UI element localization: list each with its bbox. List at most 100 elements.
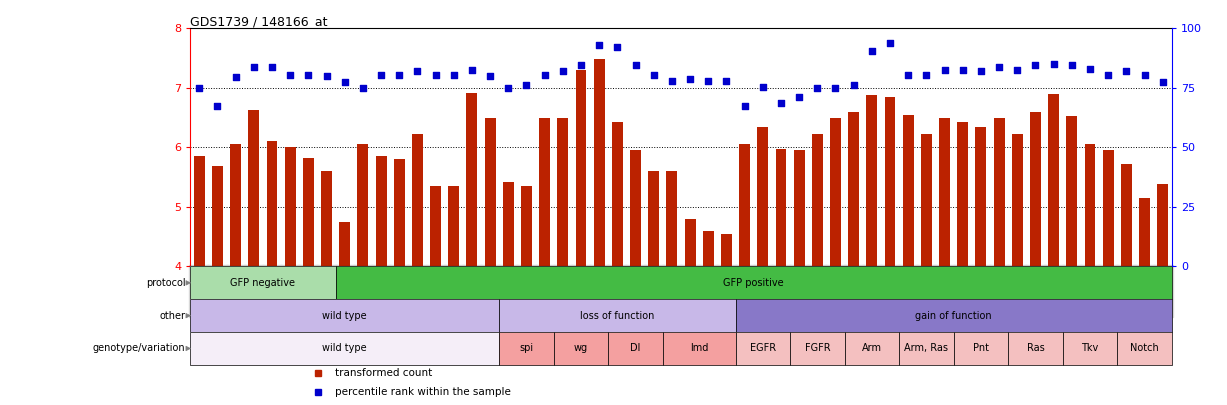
Bar <box>631 150 640 266</box>
Text: Dl: Dl <box>631 343 640 354</box>
Point <box>226 74 245 81</box>
Text: percentile rank within the sample: percentile rank within the sample <box>335 386 512 396</box>
Text: loss of function: loss of function <box>580 311 654 321</box>
Point <box>971 68 990 75</box>
Bar <box>885 97 896 266</box>
Bar <box>194 156 205 266</box>
Bar <box>648 171 659 266</box>
Point <box>463 67 482 73</box>
Bar <box>666 171 677 266</box>
Point <box>317 73 336 79</box>
Text: Ras: Ras <box>1027 343 1044 354</box>
Point <box>680 76 699 82</box>
Point <box>407 68 427 75</box>
Point <box>698 77 718 84</box>
Point <box>880 40 899 47</box>
Point <box>953 67 973 73</box>
Bar <box>1066 117 1077 266</box>
Bar <box>575 70 587 266</box>
Bar <box>539 117 550 266</box>
Bar <box>829 117 840 266</box>
Point <box>535 72 555 78</box>
Bar <box>594 59 605 266</box>
Bar <box>663 332 735 365</box>
Bar <box>394 159 405 266</box>
Bar <box>285 147 296 266</box>
Bar <box>994 117 1005 266</box>
Point <box>280 72 299 78</box>
Bar <box>466 93 477 266</box>
Point <box>771 100 790 106</box>
Bar <box>190 266 336 299</box>
Bar <box>1139 198 1150 266</box>
Bar <box>899 332 953 365</box>
Bar <box>812 134 823 266</box>
Bar <box>757 127 768 266</box>
Point <box>898 72 918 78</box>
Point <box>589 42 609 48</box>
Bar <box>521 186 533 266</box>
Bar <box>957 122 968 266</box>
Point <box>1117 68 1136 75</box>
Text: wg: wg <box>574 343 588 354</box>
Bar <box>609 332 663 365</box>
Bar <box>866 95 877 266</box>
Bar <box>1157 184 1168 266</box>
Text: spi: spi <box>519 343 534 354</box>
Point <box>353 85 373 91</box>
Point <box>753 83 773 90</box>
Point <box>389 72 409 78</box>
Bar <box>612 122 623 266</box>
Point <box>1153 79 1173 85</box>
Point <box>1135 72 1155 78</box>
Bar <box>1121 164 1131 266</box>
Text: GFP positive: GFP positive <box>724 278 784 288</box>
Bar <box>485 117 496 266</box>
Point <box>1007 67 1027 73</box>
Text: EGFR: EGFR <box>750 343 775 354</box>
Point <box>735 102 755 109</box>
Text: lmd: lmd <box>690 343 708 354</box>
Bar <box>499 299 735 332</box>
Point <box>498 85 518 91</box>
Text: FGFR: FGFR <box>805 343 831 354</box>
Bar <box>190 299 499 332</box>
Bar <box>775 149 787 266</box>
Text: transformed count: transformed count <box>335 368 433 378</box>
Point <box>444 72 464 78</box>
Point <box>189 85 209 91</box>
Point <box>807 85 827 91</box>
Point <box>572 62 591 68</box>
Bar <box>1012 134 1023 266</box>
Point <box>644 72 664 78</box>
Point <box>607 44 627 51</box>
Text: protocol: protocol <box>146 278 185 288</box>
Bar <box>557 117 568 266</box>
Bar <box>975 127 987 266</box>
Point <box>426 72 445 78</box>
Bar <box>903 115 914 266</box>
Text: Pnt: Pnt <box>973 343 989 354</box>
Bar <box>1118 332 1172 365</box>
Bar <box>499 332 553 365</box>
Text: Notch: Notch <box>1130 343 1158 354</box>
Point <box>207 102 227 109</box>
Point <box>372 72 391 78</box>
Point <box>1098 72 1118 78</box>
Bar <box>448 186 459 266</box>
Text: wild type: wild type <box>323 343 367 354</box>
Text: wild type: wild type <box>323 311 367 321</box>
Text: gain of function: gain of function <box>915 311 991 321</box>
Bar <box>1103 150 1114 266</box>
Point <box>1044 61 1064 67</box>
Point <box>844 82 864 88</box>
Bar <box>357 145 368 266</box>
Point <box>717 77 736 84</box>
Bar <box>503 182 514 266</box>
Bar <box>431 186 440 266</box>
Bar <box>1029 112 1040 266</box>
Bar <box>685 219 696 266</box>
Bar <box>735 299 1172 332</box>
Bar <box>1009 332 1063 365</box>
Point <box>1026 62 1045 68</box>
